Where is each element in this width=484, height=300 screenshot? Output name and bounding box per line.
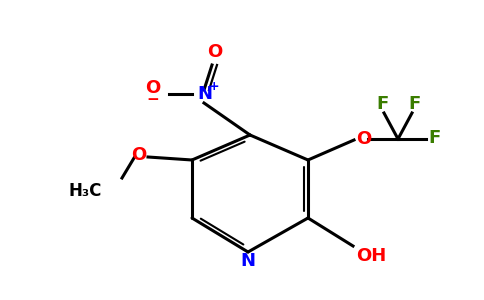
Text: O: O [131, 146, 146, 164]
Text: H₃C: H₃C [69, 182, 102, 200]
Text: O: O [207, 43, 223, 61]
Text: F: F [408, 95, 420, 113]
Text: O: O [356, 130, 371, 148]
Text: O: O [145, 79, 161, 97]
Text: OH: OH [356, 247, 386, 265]
Text: N: N [197, 85, 212, 103]
Text: F: F [376, 95, 388, 113]
Text: −: − [147, 92, 159, 107]
Text: N: N [241, 252, 256, 270]
Text: F: F [429, 129, 441, 147]
Text: +: + [209, 80, 219, 92]
